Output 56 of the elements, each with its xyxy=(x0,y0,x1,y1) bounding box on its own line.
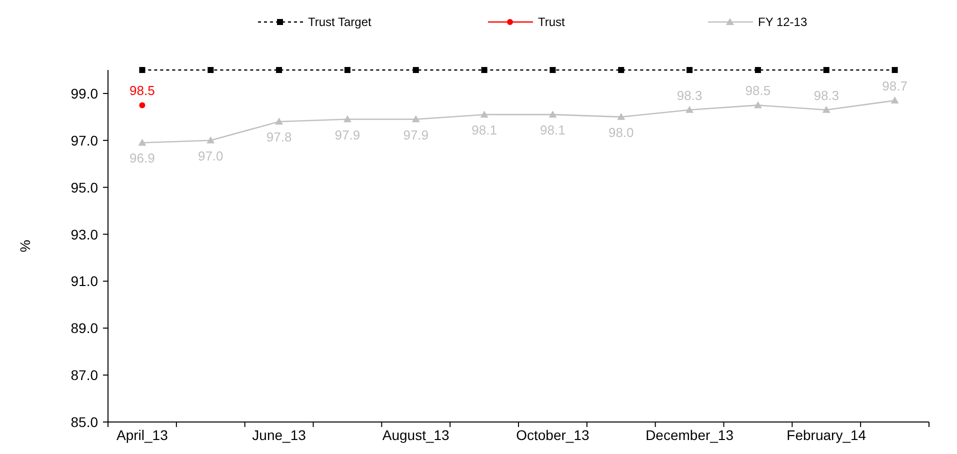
data-label: 97.9 xyxy=(403,127,429,142)
data-label: 97.9 xyxy=(334,127,360,142)
y-tick-label: 97.0 xyxy=(70,132,98,148)
data-label: 97.0 xyxy=(198,148,224,164)
point xyxy=(276,67,282,73)
y-tick-label: 91.0 xyxy=(70,273,98,290)
data-label: 96.9 xyxy=(130,150,155,166)
legend-label: Trust Target xyxy=(308,15,372,29)
point xyxy=(822,106,830,113)
point xyxy=(138,138,146,146)
data-label: 98.1 xyxy=(472,122,497,138)
y-tick-label: 95.0 xyxy=(70,179,98,196)
legend-label: Trust xyxy=(538,15,566,29)
point xyxy=(550,67,556,73)
point xyxy=(823,67,830,73)
x-tick-label: February_14 xyxy=(786,427,866,443)
point xyxy=(686,67,693,73)
point xyxy=(275,118,284,125)
point xyxy=(548,110,557,118)
y-tick-label: 85.0 xyxy=(70,414,98,430)
data-label: 98.3 xyxy=(814,88,840,103)
point xyxy=(892,67,898,73)
data-label: 98.7 xyxy=(882,78,908,94)
point xyxy=(754,101,762,108)
point xyxy=(139,67,146,73)
y-tick-label: 89.0 xyxy=(70,320,98,336)
point xyxy=(480,110,488,118)
x-tick-label: October_13 xyxy=(516,427,590,443)
point xyxy=(206,136,215,144)
x-tick-label: December_13 xyxy=(646,427,734,443)
data-label: 98.1 xyxy=(540,122,566,138)
point xyxy=(208,67,214,73)
y-tick-label: 99.0 xyxy=(70,85,98,102)
point xyxy=(343,115,352,122)
data-label: 98.5 xyxy=(130,83,155,98)
point xyxy=(686,106,694,113)
point xyxy=(412,67,419,73)
point xyxy=(344,67,350,73)
data-label: 98.3 xyxy=(676,88,702,103)
point xyxy=(481,67,488,73)
x-tick-label: August_13 xyxy=(382,427,450,443)
point xyxy=(890,96,899,104)
y-tick-label: 93.0 xyxy=(70,226,98,242)
point xyxy=(754,67,761,73)
x-tick-label: April_13 xyxy=(116,427,168,443)
point xyxy=(618,67,624,73)
y-tick-label: 87.0 xyxy=(70,367,98,384)
legend-label: FY 12-13 xyxy=(758,15,808,29)
point xyxy=(617,112,626,120)
data-label: 98.5 xyxy=(745,83,771,98)
data-label: 97.8 xyxy=(266,130,292,145)
y-axis-title: % xyxy=(17,240,33,252)
point xyxy=(412,115,420,122)
data-label: 98.0 xyxy=(608,124,634,140)
point xyxy=(139,102,146,108)
x-tick-label: June_13 xyxy=(252,427,306,443)
